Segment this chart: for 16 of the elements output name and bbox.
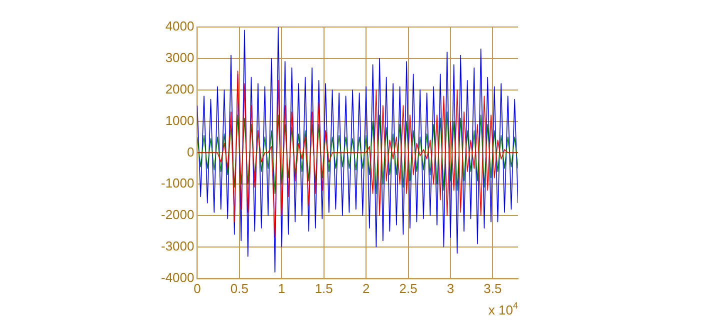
x-tick-label: 0.5: [230, 280, 248, 296]
y-tick-label: -2000: [161, 207, 194, 222]
y-tick-label: 4000: [165, 18, 194, 34]
y-tick-label: 3000: [165, 50, 194, 66]
y-tick-label: -3000: [161, 238, 194, 254]
x-tick-label: 1: [278, 280, 286, 296]
y-tick-label: -4000: [161, 270, 194, 285]
y-tick-label: 0: [187, 144, 194, 160]
y-tick-label: 2000: [165, 81, 194, 96]
x-tick-label: 3.5: [484, 280, 502, 296]
x-tick-label: 3: [446, 280, 454, 296]
y-tick-label: 1000: [165, 112, 194, 128]
x-tick-label: 1.5: [314, 280, 333, 296]
y-tick-label: -1000: [161, 176, 194, 191]
x-tick-label: 2.5: [399, 280, 418, 296]
x-tick-label: 2: [362, 280, 370, 296]
